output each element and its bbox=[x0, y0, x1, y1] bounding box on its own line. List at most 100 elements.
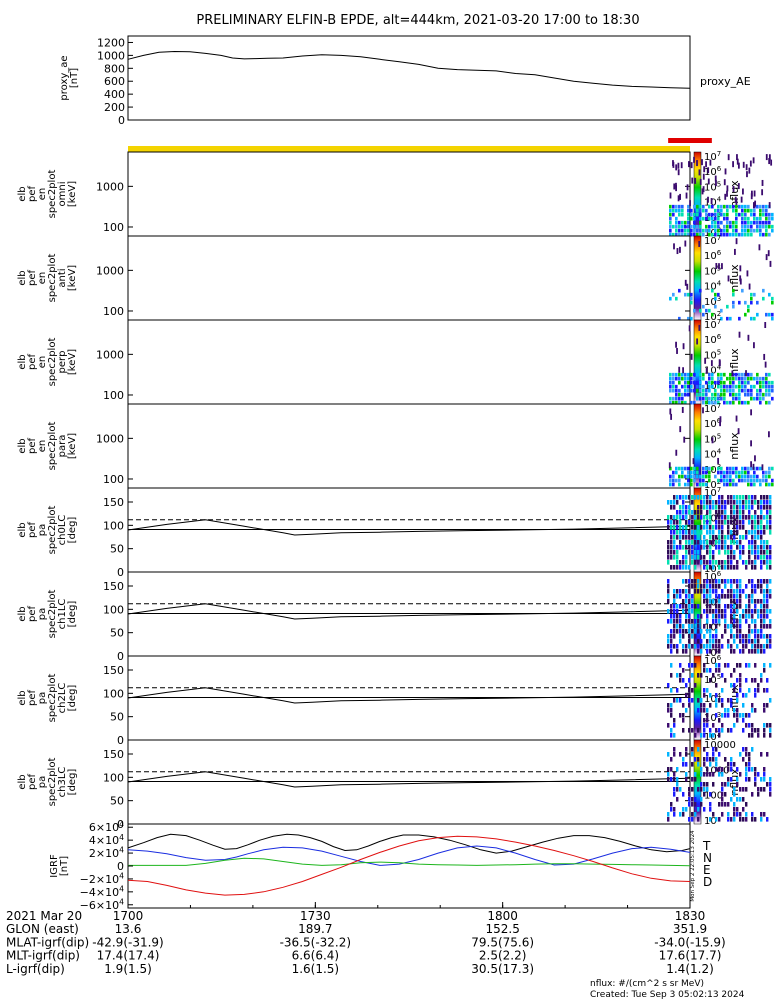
pa_ch0-flux-cell bbox=[667, 520, 670, 525]
pa_ch3-flux-cell bbox=[742, 747, 745, 752]
pa_ch0-flux-cell bbox=[733, 565, 736, 570]
en_para-count-mark bbox=[761, 464, 764, 471]
pa_ch1-flux-cell bbox=[724, 609, 727, 614]
pa_ch2-flux-cell bbox=[736, 718, 739, 723]
en_anti-count-mark bbox=[715, 263, 718, 270]
pa_ch0-flux-cell bbox=[685, 520, 688, 525]
pa_ch1-flux-cell bbox=[739, 634, 742, 639]
pa_ch1-flux-cell bbox=[715, 609, 718, 614]
pa_ch0-flux-cell bbox=[748, 555, 751, 560]
en_omni-flux-cell bbox=[729, 232, 732, 237]
pa_ch1-flux-cell bbox=[733, 609, 736, 614]
en_para-ylabel-line: elb bbox=[17, 438, 28, 453]
pa_ch0-flux-cell bbox=[757, 505, 760, 510]
pa_ch0-flux-cell bbox=[724, 510, 727, 515]
en_para-ytick-label: 1000 bbox=[96, 432, 124, 445]
pa_ch1-flux-cell bbox=[667, 584, 670, 589]
pa_ch0-flux-cell bbox=[712, 500, 715, 505]
en_perp-flux-cell bbox=[738, 372, 741, 377]
en_omni-ylabel-line: elb bbox=[17, 186, 28, 201]
en_anti-count-mark bbox=[765, 254, 768, 261]
en_para-flux-cell bbox=[669, 478, 672, 483]
pa_ch0-flux-cell bbox=[673, 545, 676, 550]
pa_ch1-flux-cell bbox=[730, 624, 733, 629]
en_omni-flux-cell bbox=[693, 220, 696, 225]
pa_ch0-flux-cell bbox=[676, 530, 679, 535]
pa_ch2-flux-cell bbox=[763, 733, 766, 738]
pa_ch1-flux-cell bbox=[754, 584, 757, 589]
pa_ch0-flux-cell bbox=[676, 550, 679, 555]
pa_ch1-flux-cell bbox=[679, 639, 682, 644]
pa_ch3-flux-cell bbox=[748, 762, 751, 767]
en_omni-flux-cell bbox=[672, 232, 675, 237]
pa_ch3-flux-cell bbox=[742, 807, 745, 812]
en_anti-count-mark bbox=[684, 279, 687, 286]
pa_ch0-flux-cell bbox=[760, 535, 763, 540]
pa_ch0-flux-cell bbox=[751, 565, 754, 570]
pa_ch0-flux-cell bbox=[715, 535, 718, 540]
pa_ch3-flux-cell bbox=[748, 777, 751, 782]
pa_ch0-colorbar-tick: 107 bbox=[704, 486, 721, 499]
en_perp-flux-cell bbox=[711, 396, 714, 401]
pa_ch1-flux-cell bbox=[682, 599, 685, 604]
pa_ch0-flux-cell bbox=[718, 550, 721, 555]
en_para-count-mark bbox=[681, 406, 684, 413]
pa_ch0-flux-cell bbox=[730, 505, 733, 510]
chart-title: PRELIMINARY ELFIN-B EPDE, alt=444km, 202… bbox=[196, 13, 639, 28]
en_para-flux-cell bbox=[720, 466, 723, 471]
en_anti-flux-cell bbox=[753, 316, 756, 321]
pa_ch0-flux-cell bbox=[763, 560, 766, 565]
pa_ch1-flux-cell bbox=[706, 614, 709, 619]
en_perp-flux-cell bbox=[681, 396, 684, 401]
pa_ch1-flux-cell bbox=[748, 634, 751, 639]
ephem-row-label: MLAT-igrf(dip) bbox=[6, 935, 89, 949]
en_omni-count-mark bbox=[734, 196, 737, 203]
pa_ch3-flux-cell bbox=[718, 752, 721, 757]
en_para-flux-cell bbox=[750, 466, 753, 471]
en_perp-count-mark bbox=[764, 322, 767, 329]
pa_ch0-flux-cell bbox=[700, 510, 703, 515]
pa_ch1-flux-cell bbox=[724, 624, 727, 629]
pa_ch2-ylabel-line: spec2plot bbox=[47, 674, 58, 723]
en_omni-flux-cell bbox=[705, 208, 708, 213]
pa_ch1-flux-cell bbox=[766, 614, 769, 619]
pa_ch1-ytick-label: 100 bbox=[103, 603, 124, 616]
pa_ch0-flux-cell bbox=[751, 515, 754, 520]
en_omni-colorbar-tick: 107 bbox=[704, 150, 721, 163]
pa_ch2-flux-cell bbox=[727, 698, 730, 703]
pa_ch3-flux-cell bbox=[745, 752, 748, 757]
pa_ch2-flux-cell bbox=[727, 708, 730, 713]
en_anti-ylabel-line: anti bbox=[57, 268, 68, 287]
pa_ch0-flux-cell bbox=[757, 530, 760, 535]
pa_ch0-flux-cell bbox=[742, 525, 745, 530]
pa_ch1-flux-cell bbox=[742, 649, 745, 654]
en_anti-flux-cell bbox=[720, 316, 723, 321]
en_para-flux-cell bbox=[675, 470, 678, 475]
collection-window-bar bbox=[668, 138, 712, 143]
en_anti-count-mark bbox=[686, 283, 689, 290]
en_omni-count-mark bbox=[727, 154, 730, 161]
en_perp-flux-cell bbox=[720, 380, 723, 385]
en_omni-count-mark bbox=[724, 193, 727, 200]
en_anti-count-mark bbox=[739, 265, 742, 272]
en_perp-flux-cell bbox=[768, 388, 771, 393]
en_para-flux-cell bbox=[684, 474, 687, 479]
pa_ch3-flux-cell bbox=[721, 812, 724, 817]
en_omni-count-mark bbox=[675, 164, 678, 171]
en_para-flux-cell bbox=[726, 466, 729, 471]
pa_ch1-flux-cell bbox=[715, 629, 718, 634]
pa_ch2-flux-cell bbox=[769, 728, 772, 733]
pa_ch0-flux-cell bbox=[688, 550, 691, 555]
pa_ch3-flux-cell bbox=[679, 787, 682, 792]
pa_ch1-flux-cell bbox=[745, 644, 748, 649]
pa_ch1-flux-cell bbox=[694, 644, 697, 649]
en_anti-ylabel-line: spec2plot bbox=[47, 254, 58, 303]
en_omni-flux-cell bbox=[705, 216, 708, 221]
en_perp-count-mark bbox=[675, 341, 677, 348]
en_omni-flux-cell bbox=[750, 224, 753, 229]
pa_ch0-flux-cell bbox=[724, 500, 727, 505]
pa_ch2-flux-cell bbox=[670, 733, 673, 738]
pa_ch1-flux-cell bbox=[712, 614, 715, 619]
pa_ch1-flux-cell bbox=[730, 649, 733, 654]
pa_ch3-flux-cell bbox=[673, 792, 676, 797]
